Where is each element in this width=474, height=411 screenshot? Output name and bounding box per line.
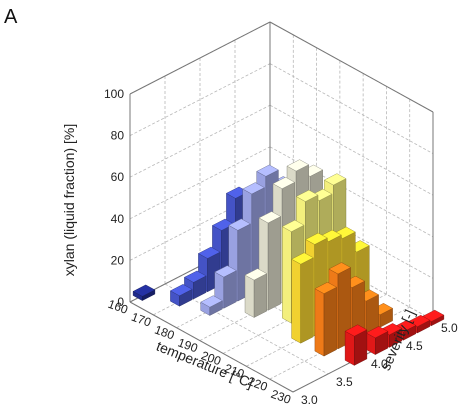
z-axis-label: xylan (liquid fraction) [%] bbox=[61, 124, 77, 277]
bar-face-top bbox=[242, 182, 265, 195]
bar-face-side bbox=[323, 286, 337, 357]
axis-edge bbox=[129, 21, 271, 95]
bar bbox=[291, 252, 314, 344]
bar-face-front bbox=[344, 330, 355, 366]
bar-face-top bbox=[197, 246, 221, 259]
bar-face-top bbox=[314, 281, 338, 294]
bar bbox=[344, 324, 368, 366]
x-axis-label: temperature [°C] bbox=[154, 338, 255, 391]
bar bbox=[200, 295, 223, 316]
bar-face-top bbox=[295, 189, 319, 202]
bar-face-top bbox=[344, 324, 368, 337]
bar-face-top bbox=[214, 265, 237, 278]
bar-face-top bbox=[258, 211, 282, 224]
bars-layer bbox=[132, 159, 445, 366]
bar-face-side bbox=[253, 273, 267, 318]
x-tick-label: 210 bbox=[223, 361, 247, 381]
grid-line bbox=[129, 63, 271, 136]
grid-line bbox=[129, 104, 271, 178]
bar-face-front bbox=[282, 226, 292, 324]
bar bbox=[314, 281, 338, 357]
z-tick-label: 40 bbox=[111, 212, 125, 226]
x-tick-label: 170 bbox=[129, 310, 153, 330]
bar-face-top bbox=[183, 270, 207, 283]
grid-line bbox=[269, 63, 434, 154]
x-tick-label: 180 bbox=[153, 323, 177, 343]
x-tick-label: 230 bbox=[269, 387, 293, 407]
z-tick-label: 80 bbox=[111, 129, 125, 143]
y-tick-label: 3.0 bbox=[301, 393, 318, 407]
z-tick-label: 20 bbox=[111, 253, 125, 267]
bar-face-top bbox=[286, 159, 310, 172]
bar-face-front bbox=[314, 288, 325, 357]
x-tick-label: 200 bbox=[199, 348, 223, 368]
bar-face-front bbox=[291, 258, 301, 344]
bar bbox=[244, 268, 268, 318]
bar-face-top bbox=[328, 262, 352, 275]
bar-face-top bbox=[323, 173, 347, 186]
bar bbox=[365, 326, 389, 355]
bar-face-top bbox=[256, 164, 279, 177]
z-tick-label: 60 bbox=[111, 170, 125, 184]
y-tick-label: 5.0 bbox=[441, 321, 458, 335]
bar-face-side bbox=[267, 216, 281, 311]
bar-face-top bbox=[305, 232, 328, 245]
bar-face-top bbox=[291, 252, 314, 265]
axis-edge bbox=[129, 301, 294, 393]
bar-face-top bbox=[244, 268, 268, 281]
x-tick-label: 160 bbox=[106, 297, 130, 317]
axis-edge bbox=[269, 21, 434, 113]
bar-face-top bbox=[365, 326, 389, 339]
z-tick-label: 0 bbox=[117, 295, 124, 309]
bar-face-side bbox=[300, 257, 314, 344]
bar-face-top bbox=[228, 218, 251, 231]
bar-face-front bbox=[244, 274, 255, 318]
bar bbox=[132, 284, 156, 301]
bar-face-top bbox=[132, 284, 156, 297]
z-tick-label: 100 bbox=[104, 87, 124, 101]
bar-face-top bbox=[169, 284, 193, 297]
bar-face-top bbox=[281, 219, 305, 232]
x-tick-label: 190 bbox=[176, 335, 200, 355]
grid-line bbox=[269, 104, 434, 196]
y-tick-label: 3.5 bbox=[336, 375, 353, 389]
bar bbox=[169, 284, 193, 307]
panel-label: A bbox=[4, 6, 18, 28]
y-tick-label: 4.0 bbox=[371, 357, 388, 371]
bar-face-top bbox=[272, 176, 296, 189]
grid-line bbox=[129, 146, 271, 220]
x-tick-label: 220 bbox=[246, 374, 270, 394]
y-tick-label: 4.5 bbox=[406, 339, 423, 353]
bar-face-top bbox=[200, 295, 223, 308]
